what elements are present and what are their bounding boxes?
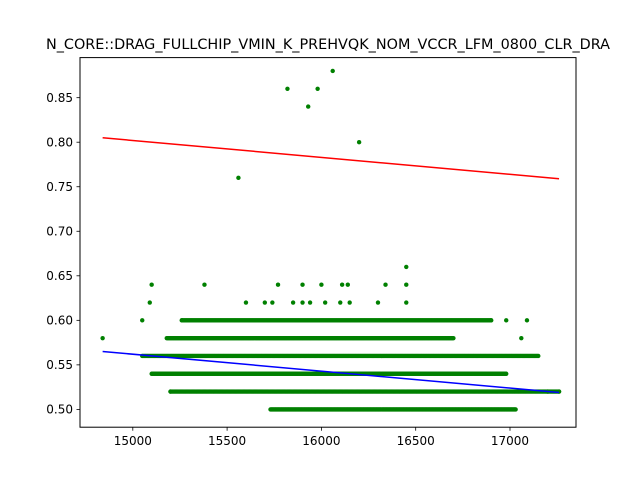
x-tick-label: 16000 [302,434,340,448]
x-axis: 15000 15500 16000 16500 17000 [114,427,529,448]
scatter-point [356,140,362,145]
x-tick-label: 16500 [397,434,435,448]
scatter-point [513,407,518,412]
x-tick-label: 15500 [208,434,246,448]
y-tick-label: 0.55 [46,358,73,372]
scatter-point [347,300,352,305]
scatter-point [243,300,249,305]
scatter-point [519,335,524,341]
scatter-point [330,68,335,74]
scatter-point [404,264,409,270]
y-tick-label: 0.75 [46,180,73,194]
scatter-point [504,318,509,323]
scatter-point [488,318,494,323]
chart-title: N_CORE::DRAG_FULLCHIP_VMIN_K_PREHVQK_NOM… [46,37,610,53]
scatter-point [202,282,207,287]
y-tick-label: 0.70 [46,225,73,239]
y-tick-label: 0.65 [46,269,73,283]
y-tick-label: 0.50 [46,403,73,417]
scatter-point [319,282,324,287]
scatter-point [300,300,305,305]
scatter-point [383,282,388,287]
scatter-point [338,300,343,305]
scatter-point [322,300,328,305]
scatter-point [290,300,296,305]
scatter-point [404,300,409,305]
fit-line-blue [102,350,560,394]
y-tick-label: 0.80 [46,136,73,150]
x-tick-label: 17000 [491,434,529,448]
y-tick-label: 0.60 [46,314,73,328]
scatter-point [140,318,145,323]
scatter-point [300,282,305,287]
fit-lines [102,137,560,394]
y-axis: 0.50 0.55 0.60 0.65 0.70 0.75 0.80 0.85 [46,91,80,417]
scatter-point [339,282,345,287]
scatter-point [149,282,154,287]
scatter-point [345,282,350,287]
scatter-point [285,86,290,91]
scatter-point [315,86,320,91]
scatter-point [306,104,311,109]
scatter-point [307,300,313,305]
scatter-point [270,300,275,305]
scatter-point [147,300,152,305]
scatter-point [504,371,509,376]
x-tick-label: 15000 [114,434,152,448]
scatter-point [262,300,268,305]
scatter-point [275,282,281,287]
scatter-point [179,318,185,323]
scatter-point [536,353,541,359]
scatter-point [404,282,409,287]
scatter-point [236,175,241,181]
fit-line-red [102,137,560,180]
plot-frame [79,57,577,428]
scatter-point [524,318,530,323]
scatter-point [100,335,105,341]
scatter-point [451,335,456,341]
scatter-point [375,300,381,305]
scatter-point [168,389,173,394]
scatter-points [100,68,562,412]
y-tick-label: 0.85 [46,91,73,105]
